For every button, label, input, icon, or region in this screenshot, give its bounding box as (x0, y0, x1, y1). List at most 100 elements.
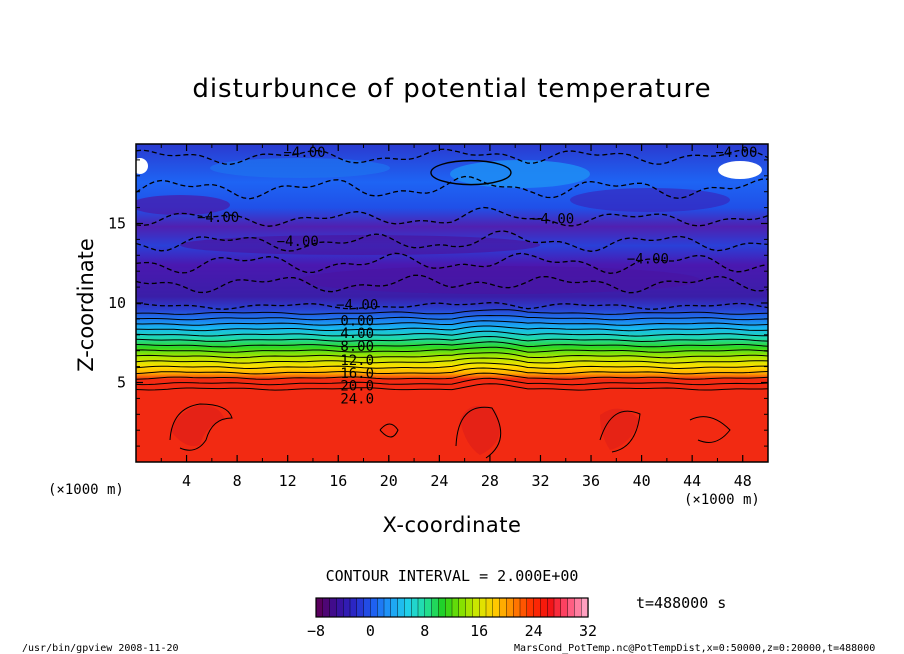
colorbar-cell (540, 597, 548, 618)
colorbar-cell (397, 597, 406, 618)
chart-title: disturbunce of potential temperature (192, 74, 712, 104)
colorbar-cell (370, 597, 378, 618)
colorbar-cell (567, 597, 575, 618)
colorbar-tick-label: 24 (525, 622, 543, 640)
y-axis-label: Z-coordinate (74, 238, 98, 372)
colorbar-cell (465, 597, 474, 618)
x-axis: 4 8 12 16 20 24 28 32 36 40 44 48 (160, 144, 752, 490)
contour-line (136, 175, 768, 200)
contour-line (136, 377, 768, 386)
y-axis-unit: (×1000 m) (48, 482, 124, 498)
contour-line (169, 403, 233, 451)
colorbar-cell (329, 597, 338, 618)
x-tick-label: 40 (633, 472, 651, 490)
contour-label: 12.0 (340, 353, 374, 369)
colorbar-cell (390, 597, 399, 618)
contour-label: 4.00 (340, 326, 374, 342)
contour-line (599, 410, 641, 453)
contour-line (136, 230, 768, 252)
x-tick-label: 24 (430, 472, 448, 490)
contour-line (136, 325, 768, 332)
colorbar (315, 597, 589, 618)
footer-left: /usr/bin/gpview 2008-11-20 (22, 643, 179, 654)
colorbar-cell (404, 597, 412, 618)
contour-line (689, 416, 731, 443)
contour-line (136, 252, 768, 274)
contour-line (136, 346, 768, 353)
x-tick-label: 48 (734, 472, 752, 490)
colorbar-cell (485, 597, 494, 618)
colorbar-cell (383, 597, 392, 618)
contour-line (136, 362, 768, 370)
contour-labels: −4.00−4.00−4.00−4.00−4.00−4.00−4.000.004… (197, 145, 757, 407)
colorbar-cell (581, 597, 589, 618)
x-tick-label: 20 (380, 472, 398, 490)
contour-line (136, 314, 768, 321)
colorbar-cell (431, 597, 440, 618)
colorbar-cell (472, 597, 480, 618)
contour-label: 20.0 (340, 379, 374, 395)
contour-line (430, 159, 512, 186)
contour-label: −4.00 (715, 145, 757, 161)
y-tick-label: 15 (108, 215, 126, 233)
contour-label: −4.00 (532, 212, 574, 228)
colorbar-cell (438, 597, 446, 618)
colorbar-cell (533, 597, 541, 618)
colorbar-cell (458, 597, 467, 618)
colorbar-cell (451, 597, 460, 618)
colorbar-cell (349, 597, 358, 618)
colorbar-tick-label: 0 (366, 622, 375, 640)
colorbar-tick-label: 8 (420, 622, 429, 640)
contour-line (136, 274, 768, 294)
contour-line (136, 335, 768, 343)
colorbar-frame (315, 597, 589, 618)
colorbar-cell (574, 597, 582, 618)
y-tick-label: 5 (117, 374, 126, 392)
colorbar-cell (499, 597, 508, 618)
contour-line (136, 367, 768, 375)
contour-line (136, 309, 768, 315)
colorbar-cell (417, 597, 426, 618)
colorbar-cell (315, 597, 324, 618)
contour-line (136, 357, 768, 364)
colorbar-cell (363, 597, 372, 618)
contour-label: 24.0 (340, 391, 374, 407)
x-axis-label: X-coordinate (382, 513, 522, 537)
contour-line (136, 206, 768, 227)
heatmap-field (136, 144, 768, 462)
colorbar-cell (377, 597, 385, 618)
y-tick-label: 10 (108, 294, 126, 312)
colorbar-cell (506, 597, 514, 618)
colorbar-cell (445, 597, 453, 618)
x-tick-label: 4 (182, 472, 191, 490)
colorbar-cell (322, 597, 331, 618)
x-tick-label: 12 (279, 472, 297, 490)
y-axis: 5 10 15 (108, 159, 768, 447)
x-tick-label: 36 (582, 472, 600, 490)
x-tick-label: 8 (233, 472, 242, 490)
contour-label: 0.00 (340, 313, 374, 329)
colorbar-cell (336, 597, 344, 618)
x-tick-label: 28 (481, 472, 499, 490)
contour-line (136, 302, 768, 310)
colorbar-cell (479, 597, 487, 618)
colorbar-cell (513, 597, 521, 618)
colorbar-cell (560, 597, 569, 618)
colorbar-tick-label: 32 (579, 622, 597, 640)
colorbar-cell (411, 597, 419, 618)
colorbar-cell (424, 597, 433, 618)
footer-right: MarsCond_PotTemp.nc@PotTempDist,x=0:5000… (514, 643, 876, 654)
x-tick-label: 44 (683, 472, 701, 490)
contour-line (136, 352, 768, 359)
contour-line (136, 330, 768, 337)
contour-lines (136, 148, 768, 459)
contour-label: 8.00 (340, 339, 374, 355)
contour-label: −4.00 (197, 210, 239, 226)
x-tick-label: 16 (329, 472, 347, 490)
contour-label: 16.0 (340, 366, 374, 382)
colorbar-cell (547, 597, 555, 618)
colorbar-cell (553, 597, 562, 618)
contour-line (136, 341, 768, 348)
contour-line (455, 406, 502, 459)
